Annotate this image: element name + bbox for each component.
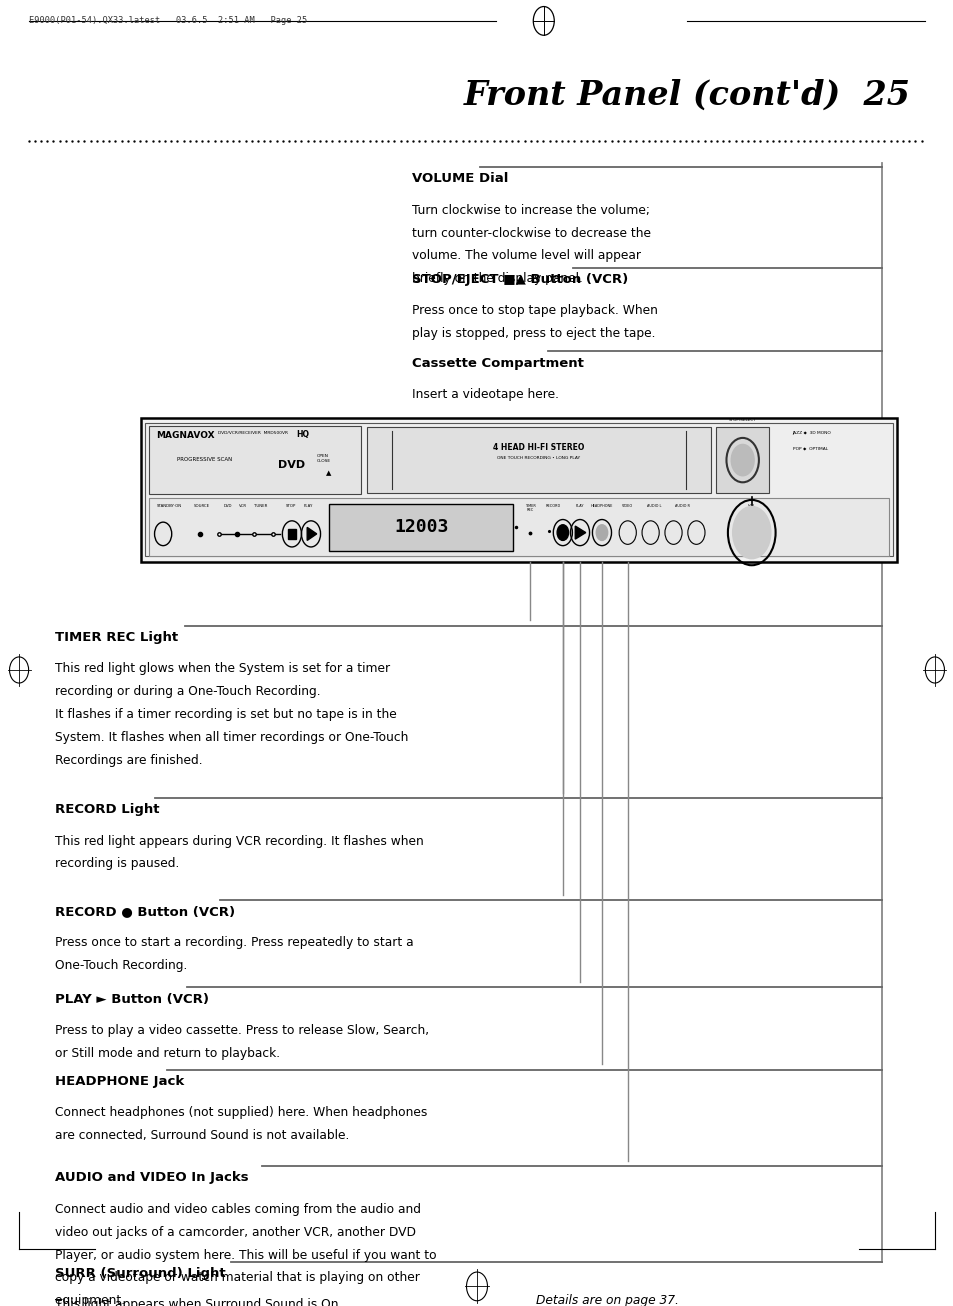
Text: HQ: HQ	[296, 430, 310, 439]
Text: JAZZ ◆  3D MONO: JAZZ ◆ 3D MONO	[792, 431, 831, 435]
Text: Insert a videotape here.: Insert a videotape here.	[412, 388, 558, 401]
Text: MAGNAVOX: MAGNAVOX	[156, 431, 214, 440]
Text: Details are on page 37.: Details are on page 37.	[535, 1294, 678, 1306]
Text: Turn clockwise to increase the volume;: Turn clockwise to increase the volume;	[412, 204, 649, 217]
Text: This red light glows when the System is set for a timer: This red light glows when the System is …	[55, 662, 390, 675]
Text: Player, or audio system here. This will be useful if you want to: Player, or audio system here. This will …	[55, 1249, 436, 1262]
Text: SOURCE: SOURCE	[193, 504, 210, 508]
Text: Cassette Compartment: Cassette Compartment	[412, 357, 583, 370]
Text: PLAY: PLAY	[303, 504, 313, 508]
Bar	[329, 504, 513, 551]
Bar	[149, 499, 888, 556]
Circle shape	[730, 444, 753, 475]
Text: Press once to stop tape playback. When: Press once to stop tape playback. When	[412, 304, 658, 317]
Text: PLAY ► Button (VCR): PLAY ► Button (VCR)	[55, 993, 209, 1006]
Text: briefly on the display panel.: briefly on the display panel.	[412, 272, 582, 285]
Text: TUNER: TUNER	[253, 504, 267, 508]
Text: or Still mode and return to playback.: or Still mode and return to playback.	[55, 1047, 284, 1059]
Text: HEADPHONE: HEADPHONE	[590, 504, 613, 508]
Text: POP ◆  OPTIMAL: POP ◆ OPTIMAL	[792, 447, 827, 451]
Text: STOP: STOP	[286, 504, 296, 508]
Text: VOLUME Dial: VOLUME Dial	[412, 172, 508, 185]
Text: It flashes if a timer recording is set but no tape is in the: It flashes if a timer recording is set b…	[55, 708, 396, 721]
Text: AUDIO L: AUDIO L	[646, 504, 660, 508]
Text: This light appears when Surround Sound is On.: This light appears when Surround Sound i…	[55, 1298, 342, 1306]
Circle shape	[557, 525, 568, 541]
Polygon shape	[575, 526, 585, 539]
Text: Front Panel (cont'd)  25: Front Panel (cont'd) 25	[463, 78, 910, 111]
Text: VIDEO: VIDEO	[621, 504, 633, 508]
Bar	[149, 426, 360, 495]
Text: DVD: DVD	[223, 504, 232, 508]
Text: play is stopped, press to eject the tape.: play is stopped, press to eject the tape…	[412, 326, 655, 340]
Text: 4 HEAD HI-FI STEREO: 4 HEAD HI-FI STEREO	[493, 443, 584, 452]
Bar	[367, 427, 710, 494]
Text: volume. The volume level will appear: volume. The volume level will appear	[412, 249, 640, 263]
Text: Press to play a video cassette. Press to release Slow, Search,: Press to play a video cassette. Press to…	[55, 1024, 429, 1037]
Text: VCR: VCR	[238, 504, 246, 508]
Text: are connected, Surround Sound is not available.: are connected, Surround Sound is not ava…	[55, 1128, 350, 1141]
Text: ▲: ▲	[326, 470, 332, 477]
Text: PLAY: PLAY	[576, 504, 583, 508]
Polygon shape	[307, 528, 316, 541]
Text: Press once to start a recording. Press repeatedly to start a: Press once to start a recording. Press r…	[55, 936, 414, 949]
Text: recording is paused.: recording is paused.	[55, 857, 179, 870]
Text: One-Touch Recording.: One-Touch Recording.	[55, 959, 192, 972]
Text: AUDIO R: AUDIO R	[675, 504, 690, 508]
Circle shape	[596, 525, 607, 541]
Text: System. It flashes when all timer recordings or One-Touch: System. It flashes when all timer record…	[55, 731, 408, 743]
Text: Connect audio and video cables coming from the audio and: Connect audio and video cables coming fr…	[55, 1203, 421, 1216]
Bar	[145, 423, 892, 556]
Circle shape	[732, 507, 770, 559]
Text: recording or during a One-Touch Recording.: recording or during a One-Touch Recordin…	[55, 684, 320, 697]
Text: STANDBY·ON: STANDBY·ON	[156, 504, 181, 508]
Text: DVD/VCR/RECEIVER  MRD500VR: DVD/VCR/RECEIVER MRD500VR	[217, 431, 287, 435]
Bar	[141, 418, 896, 562]
Text: E9000(P01-54).QX33.latest   03.6.5  2:51 AM   Page 25: E9000(P01-54).QX33.latest 03.6.5 2:51 AM…	[29, 16, 307, 25]
Text: 12003: 12003	[394, 518, 448, 537]
Bar	[288, 529, 295, 539]
Text: SURR (Surround) Light: SURR (Surround) Light	[55, 1267, 226, 1280]
Text: VOL: VOL	[747, 504, 755, 508]
Text: Recordings are finished.: Recordings are finished.	[55, 754, 203, 767]
Text: STOP/SELECT: STOP/SELECT	[728, 418, 756, 422]
Text: DVD: DVD	[277, 460, 304, 470]
Bar	[716, 427, 768, 494]
Text: OPEN
CLOSE: OPEN CLOSE	[316, 454, 331, 464]
Text: Connect headphones (not supplied) here. When headphones: Connect headphones (not supplied) here. …	[55, 1106, 427, 1119]
Text: copy a videotape or watch material that is playing on other: copy a videotape or watch material that …	[55, 1272, 419, 1284]
Text: TIMER REC Light: TIMER REC Light	[55, 631, 178, 644]
Text: HEADPHONE Jack: HEADPHONE Jack	[55, 1075, 184, 1088]
Text: equipment.: equipment.	[55, 1294, 130, 1306]
Text: turn counter-clockwise to decrease the: turn counter-clockwise to decrease the	[412, 226, 651, 239]
Text: video out jacks of a camcorder, another VCR, another DVD: video out jacks of a camcorder, another …	[55, 1225, 416, 1238]
Text: TIMER
REC: TIMER REC	[524, 504, 536, 512]
Text: RECORD ● Button (VCR): RECORD ● Button (VCR)	[55, 905, 235, 918]
Text: ONE TOUCH RECORDING • LONG PLAY: ONE TOUCH RECORDING • LONG PLAY	[497, 456, 580, 460]
Text: This red light appears during VCR recording. It flashes when: This red light appears during VCR record…	[55, 835, 424, 848]
Text: PROGRESSIVE SCAN: PROGRESSIVE SCAN	[177, 457, 233, 462]
Text: RECORD: RECORD	[545, 504, 560, 508]
Text: RECORD Light: RECORD Light	[55, 803, 160, 816]
Text: AUDIO and VIDEO In Jacks: AUDIO and VIDEO In Jacks	[55, 1171, 249, 1185]
Text: STOP/EJECT ■▲ Button (VCR): STOP/EJECT ■▲ Button (VCR)	[412, 273, 628, 286]
